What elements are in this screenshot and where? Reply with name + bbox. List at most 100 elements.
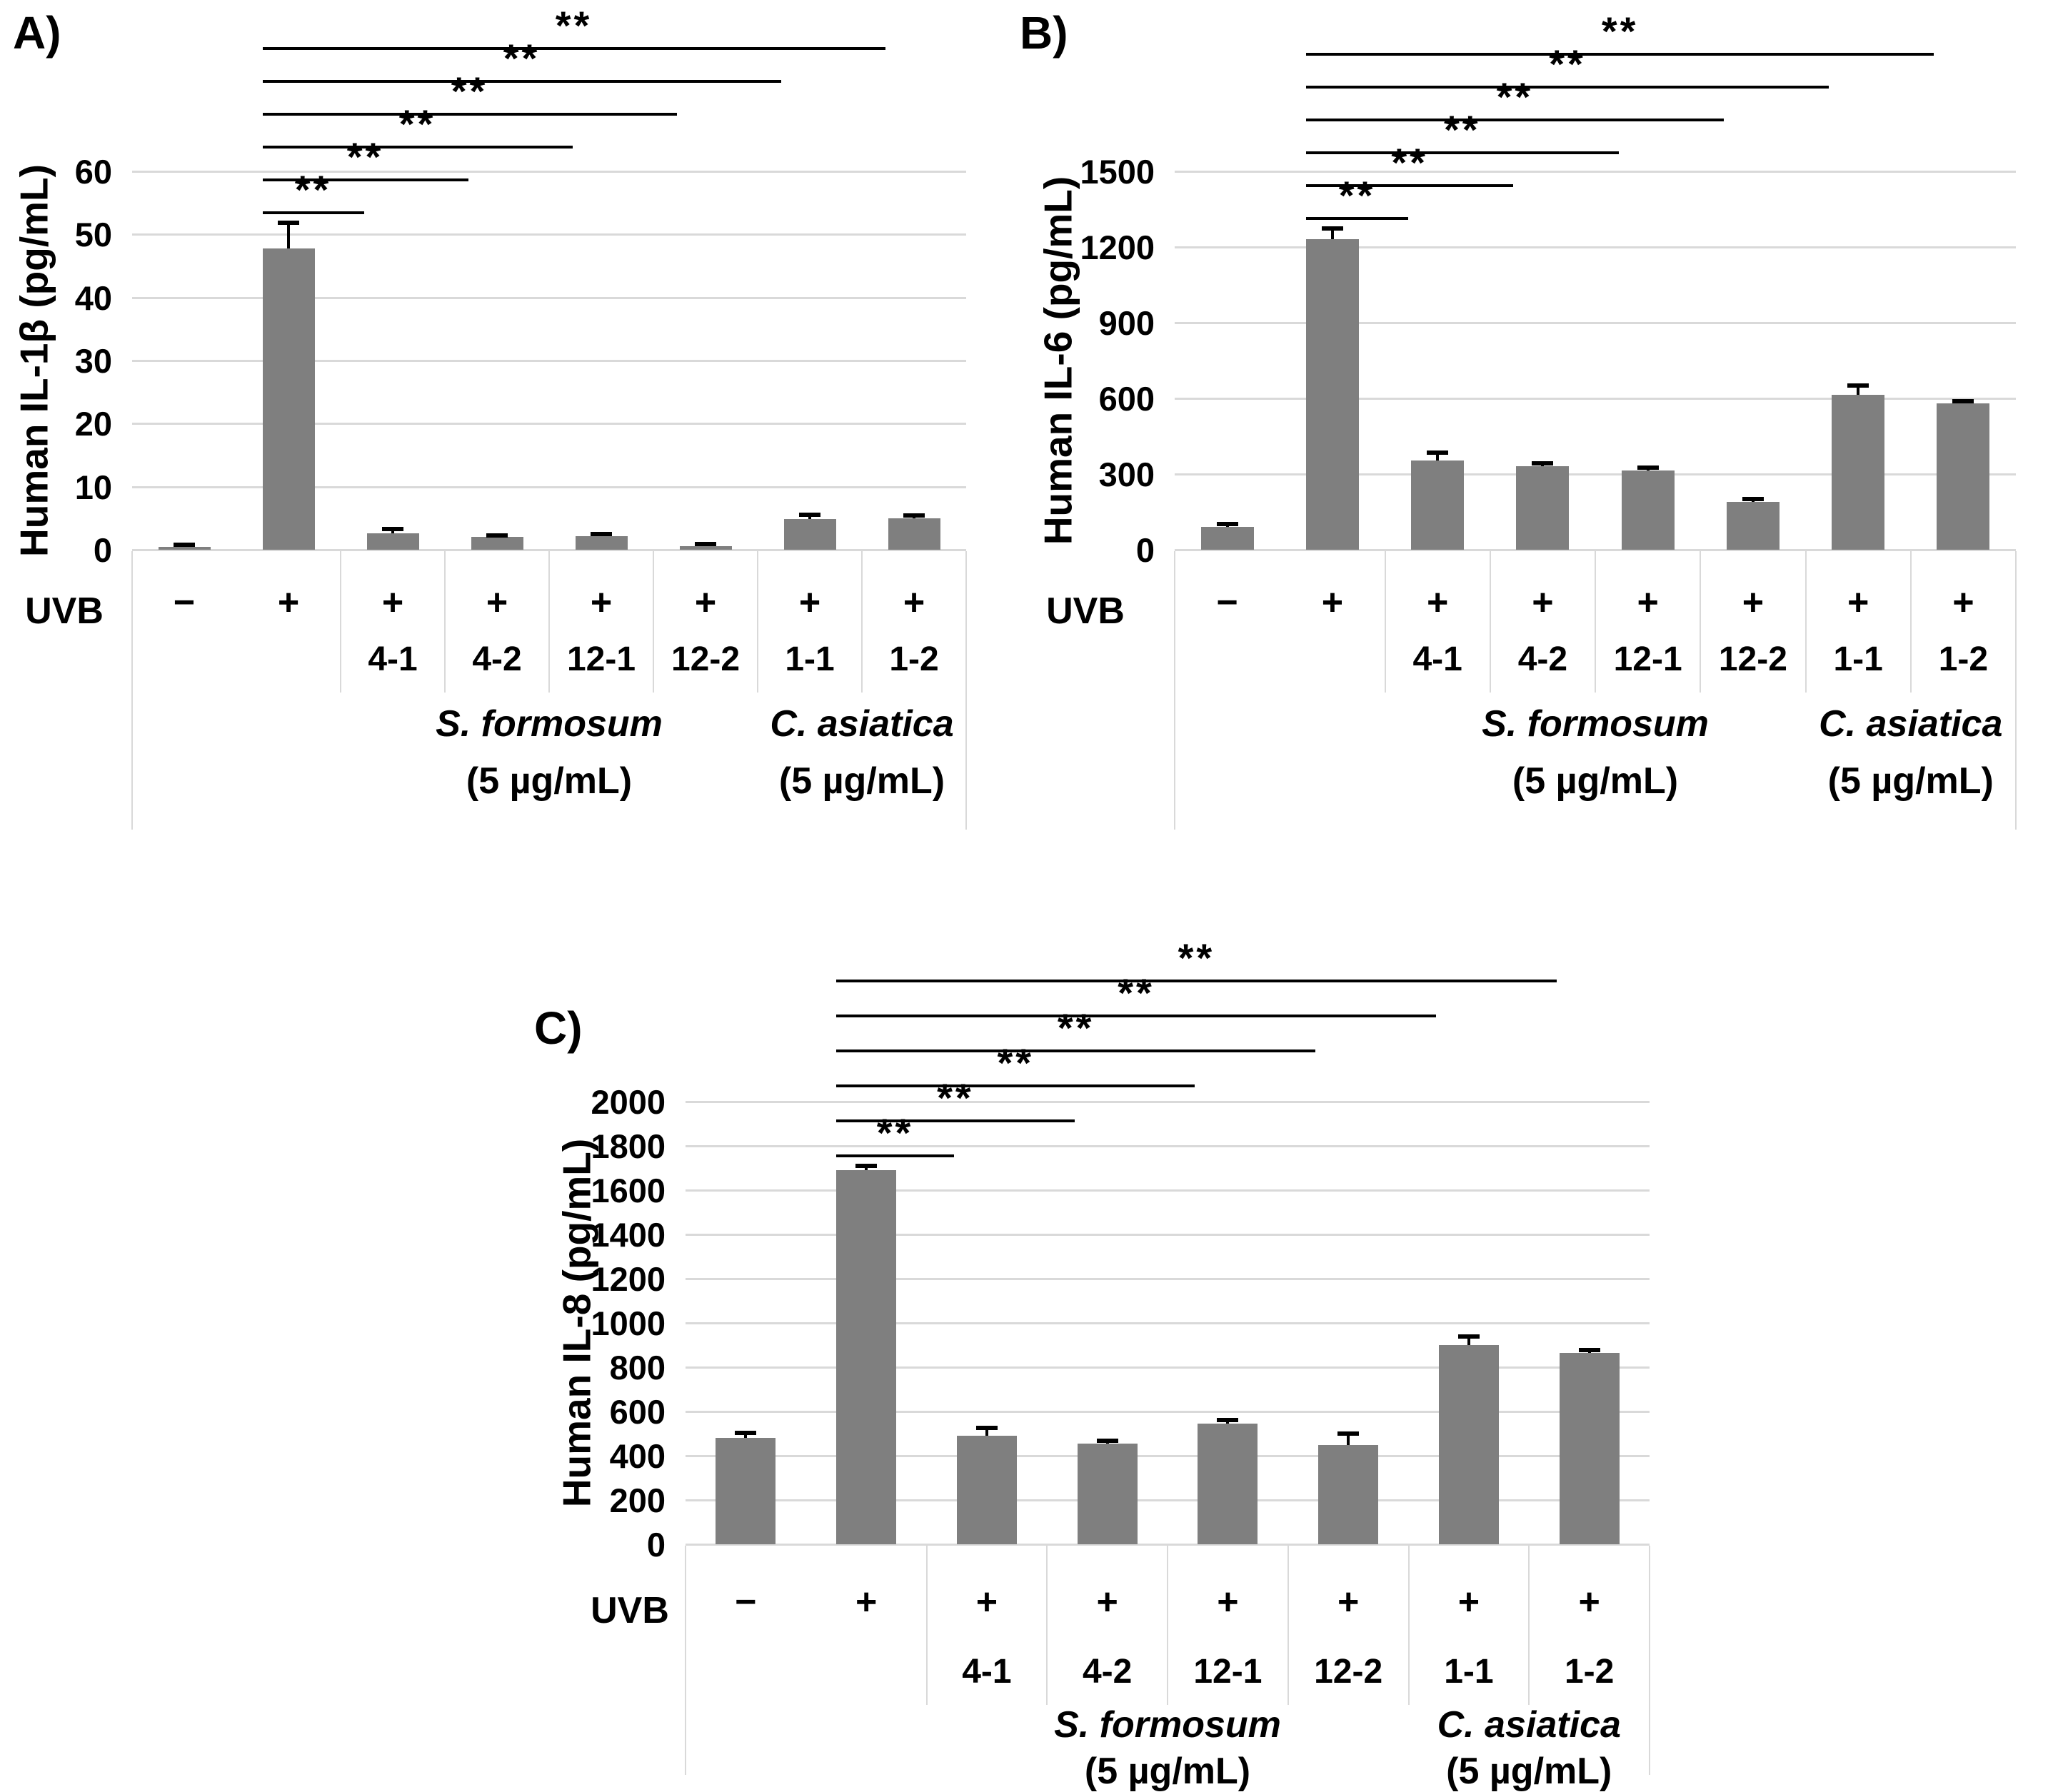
bar [471, 537, 523, 550]
uvb-sign: + [903, 582, 925, 623]
significance-bracket [262, 211, 364, 215]
uvb-sign: + [1096, 1581, 1118, 1623]
error-bar [287, 223, 290, 248]
axis-table-separator [1384, 551, 1386, 693]
axis-table-border [131, 551, 133, 830]
gridline [1175, 398, 2016, 400]
bar [888, 518, 940, 550]
panel-a-il1b-chart: A) Human IL-1β (pg/mL) 0 10 20 30 40 50 60 ** ** **… [0, 0, 1021, 900]
uvb-sign: + [1637, 582, 1659, 623]
gridline [1175, 322, 2016, 324]
significance-bracket [836, 1084, 1195, 1087]
y-tick-label: 400 [609, 1437, 666, 1475]
group-name: S. formosum [1482, 703, 1709, 745]
gridline [132, 485, 966, 488]
axis-table-border [1174, 551, 1175, 830]
error-bar-cap [1337, 1431, 1360, 1436]
significance-bracket [836, 979, 1557, 982]
bar [1077, 1443, 1138, 1544]
group-name: C. asiatica [1437, 1704, 1621, 1746]
axis-table-separator [1407, 1546, 1410, 1705]
y-tick-label: 40 [74, 278, 112, 317]
y-tick-label: 900 [1098, 304, 1155, 342]
error-bar [1436, 452, 1440, 460]
y-tick-label: 1000 [591, 1304, 666, 1342]
bar [1621, 470, 1675, 550]
gridline [686, 1189, 1650, 1192]
sample-label: 12-2 [1718, 640, 1787, 678]
gridline [132, 360, 966, 362]
significance-bracket [1305, 118, 1724, 121]
y-tick-label: 0 [646, 1526, 666, 1564]
bar [1438, 1345, 1499, 1544]
y-tick-label: 600 [1098, 380, 1155, 418]
y-tick-label: 1600 [591, 1172, 666, 1209]
sample-label: 4-1 [368, 640, 418, 678]
significance-stars: ** [937, 1074, 974, 1120]
y-tick-label: 300 [1098, 455, 1155, 493]
sample-label: 12-2 [671, 640, 741, 678]
panel-c-il8-chart: C) Human IL-8 (pg/mL) 0 200 400 600 800 1000 120… [493, 921, 1692, 1790]
y-tick-label: 20 [74, 405, 112, 443]
group-name: C. asiatica [1819, 703, 2003, 745]
uvb-sign: + [694, 582, 717, 623]
bar [158, 547, 211, 550]
axis-table-separator [548, 551, 550, 693]
gridline [1175, 171, 2016, 173]
axis-table-separator [1528, 1546, 1530, 1705]
y-tick-label: 200 [609, 1481, 666, 1519]
error-bar-cap [799, 512, 820, 517]
gridline [686, 1234, 1650, 1236]
error-bar [1347, 1434, 1350, 1445]
uvb-sign: + [1847, 582, 1869, 623]
bar [956, 1436, 1017, 1544]
error-bar-cap [903, 513, 925, 518]
axis-table-separator [340, 551, 341, 693]
error-bar [808, 514, 811, 519]
panel-b-il6-chart: B) Human IL-6 (pg/mL) 0 300 600 900 1200 1500 **… [1014, 0, 2048, 900]
sample-label: 1-2 [1938, 640, 1989, 678]
gridline [686, 1544, 1650, 1546]
bar [575, 535, 628, 550]
gridline [132, 423, 966, 426]
sample-label: 4-2 [1517, 640, 1568, 678]
axis-table-separator [1700, 551, 1702, 693]
bar [1318, 1444, 1379, 1544]
y-tick-label: 800 [609, 1349, 666, 1386]
axis-table-separator [1595, 551, 1596, 693]
bar [1198, 1424, 1258, 1544]
axis-table-border [1649, 1546, 1650, 1775]
error-bar-cap [1321, 226, 1343, 231]
gridline [132, 549, 966, 551]
y-tick-label: 1800 [591, 1127, 666, 1165]
sample-label: 4-2 [1082, 1653, 1133, 1691]
gridline [132, 233, 966, 236]
bar [1937, 403, 1990, 550]
axis-table-separator [1287, 1546, 1289, 1705]
error-bar-cap [591, 531, 612, 536]
significance-stars: ** [294, 167, 332, 213]
uvb-sign: − [173, 582, 196, 623]
uvb-sign: + [1457, 1581, 1480, 1623]
error-bar [391, 528, 394, 534]
gridline [686, 1366, 1650, 1369]
sample-label: 4-1 [1412, 640, 1462, 678]
significance-bracket [1305, 85, 1829, 89]
significance-bracket [836, 1119, 1075, 1122]
significance-stars: ** [346, 134, 384, 180]
sample-label: 1-2 [889, 640, 939, 678]
significance-bracket [262, 47, 885, 51]
error-bar-cap [1217, 1418, 1239, 1423]
y-tick-label: 10 [74, 468, 112, 506]
sample-label: 12-1 [1613, 640, 1682, 678]
error-bar [865, 1165, 868, 1171]
axis-table-separator [1489, 551, 1491, 693]
significance-stars: ** [876, 1109, 914, 1155]
uvb-row-label: UVB [25, 590, 104, 632]
bar [1200, 527, 1254, 550]
axis-table-border [965, 551, 967, 830]
y-tick-label: 2000 [591, 1083, 666, 1121]
uvb-sign: − [1216, 582, 1238, 623]
error-bar-cap [174, 543, 195, 548]
